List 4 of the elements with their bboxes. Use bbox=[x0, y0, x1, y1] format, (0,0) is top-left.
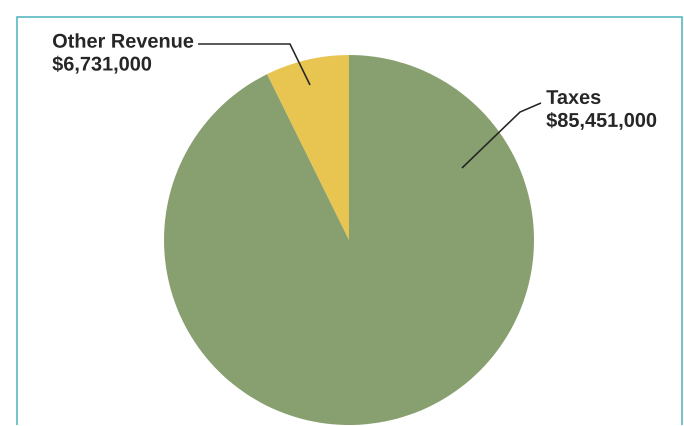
data-label: $6,731,000 bbox=[52, 56, 152, 74]
slice-label: Other Revenue bbox=[53, 33, 194, 48]
data-label: $85,451,000 bbox=[546, 112, 656, 130]
slice-label: Taxes bbox=[546, 90, 600, 104]
